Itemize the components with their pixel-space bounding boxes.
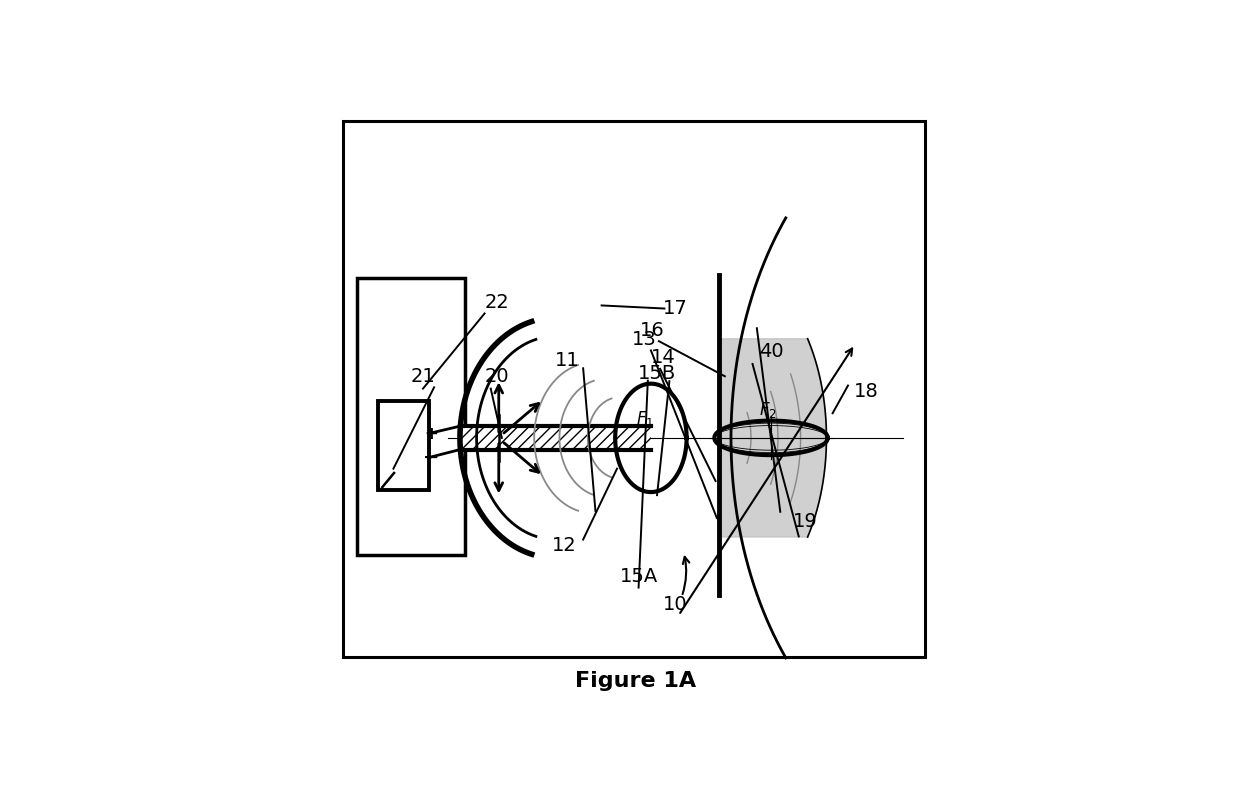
Text: 22: 22 xyxy=(485,293,510,312)
Text: Figure 1A: Figure 1A xyxy=(575,671,696,691)
Text: 21: 21 xyxy=(410,366,435,386)
Text: 19: 19 xyxy=(792,511,817,530)
Text: 10: 10 xyxy=(663,594,688,614)
Text: 15A: 15A xyxy=(620,567,657,586)
Polygon shape xyxy=(719,338,826,537)
Text: 20: 20 xyxy=(485,366,510,386)
Text: 18: 18 xyxy=(854,382,879,401)
Text: +: + xyxy=(424,425,438,442)
Text: 40: 40 xyxy=(759,342,784,361)
Text: 16: 16 xyxy=(640,321,665,339)
Text: 11: 11 xyxy=(556,351,580,370)
Text: $F_2$: $F_2$ xyxy=(759,400,776,420)
Bar xyxy=(357,278,465,555)
Text: $F_1$: $F_1$ xyxy=(636,410,653,430)
Bar xyxy=(460,426,651,450)
Text: 15B: 15B xyxy=(637,364,676,382)
Text: 17: 17 xyxy=(663,299,688,318)
Text: −: − xyxy=(423,448,439,467)
Text: 14: 14 xyxy=(651,348,676,367)
Text: 12: 12 xyxy=(552,536,577,555)
Bar xyxy=(378,401,429,490)
Bar xyxy=(343,121,925,657)
Text: 13: 13 xyxy=(632,330,657,349)
